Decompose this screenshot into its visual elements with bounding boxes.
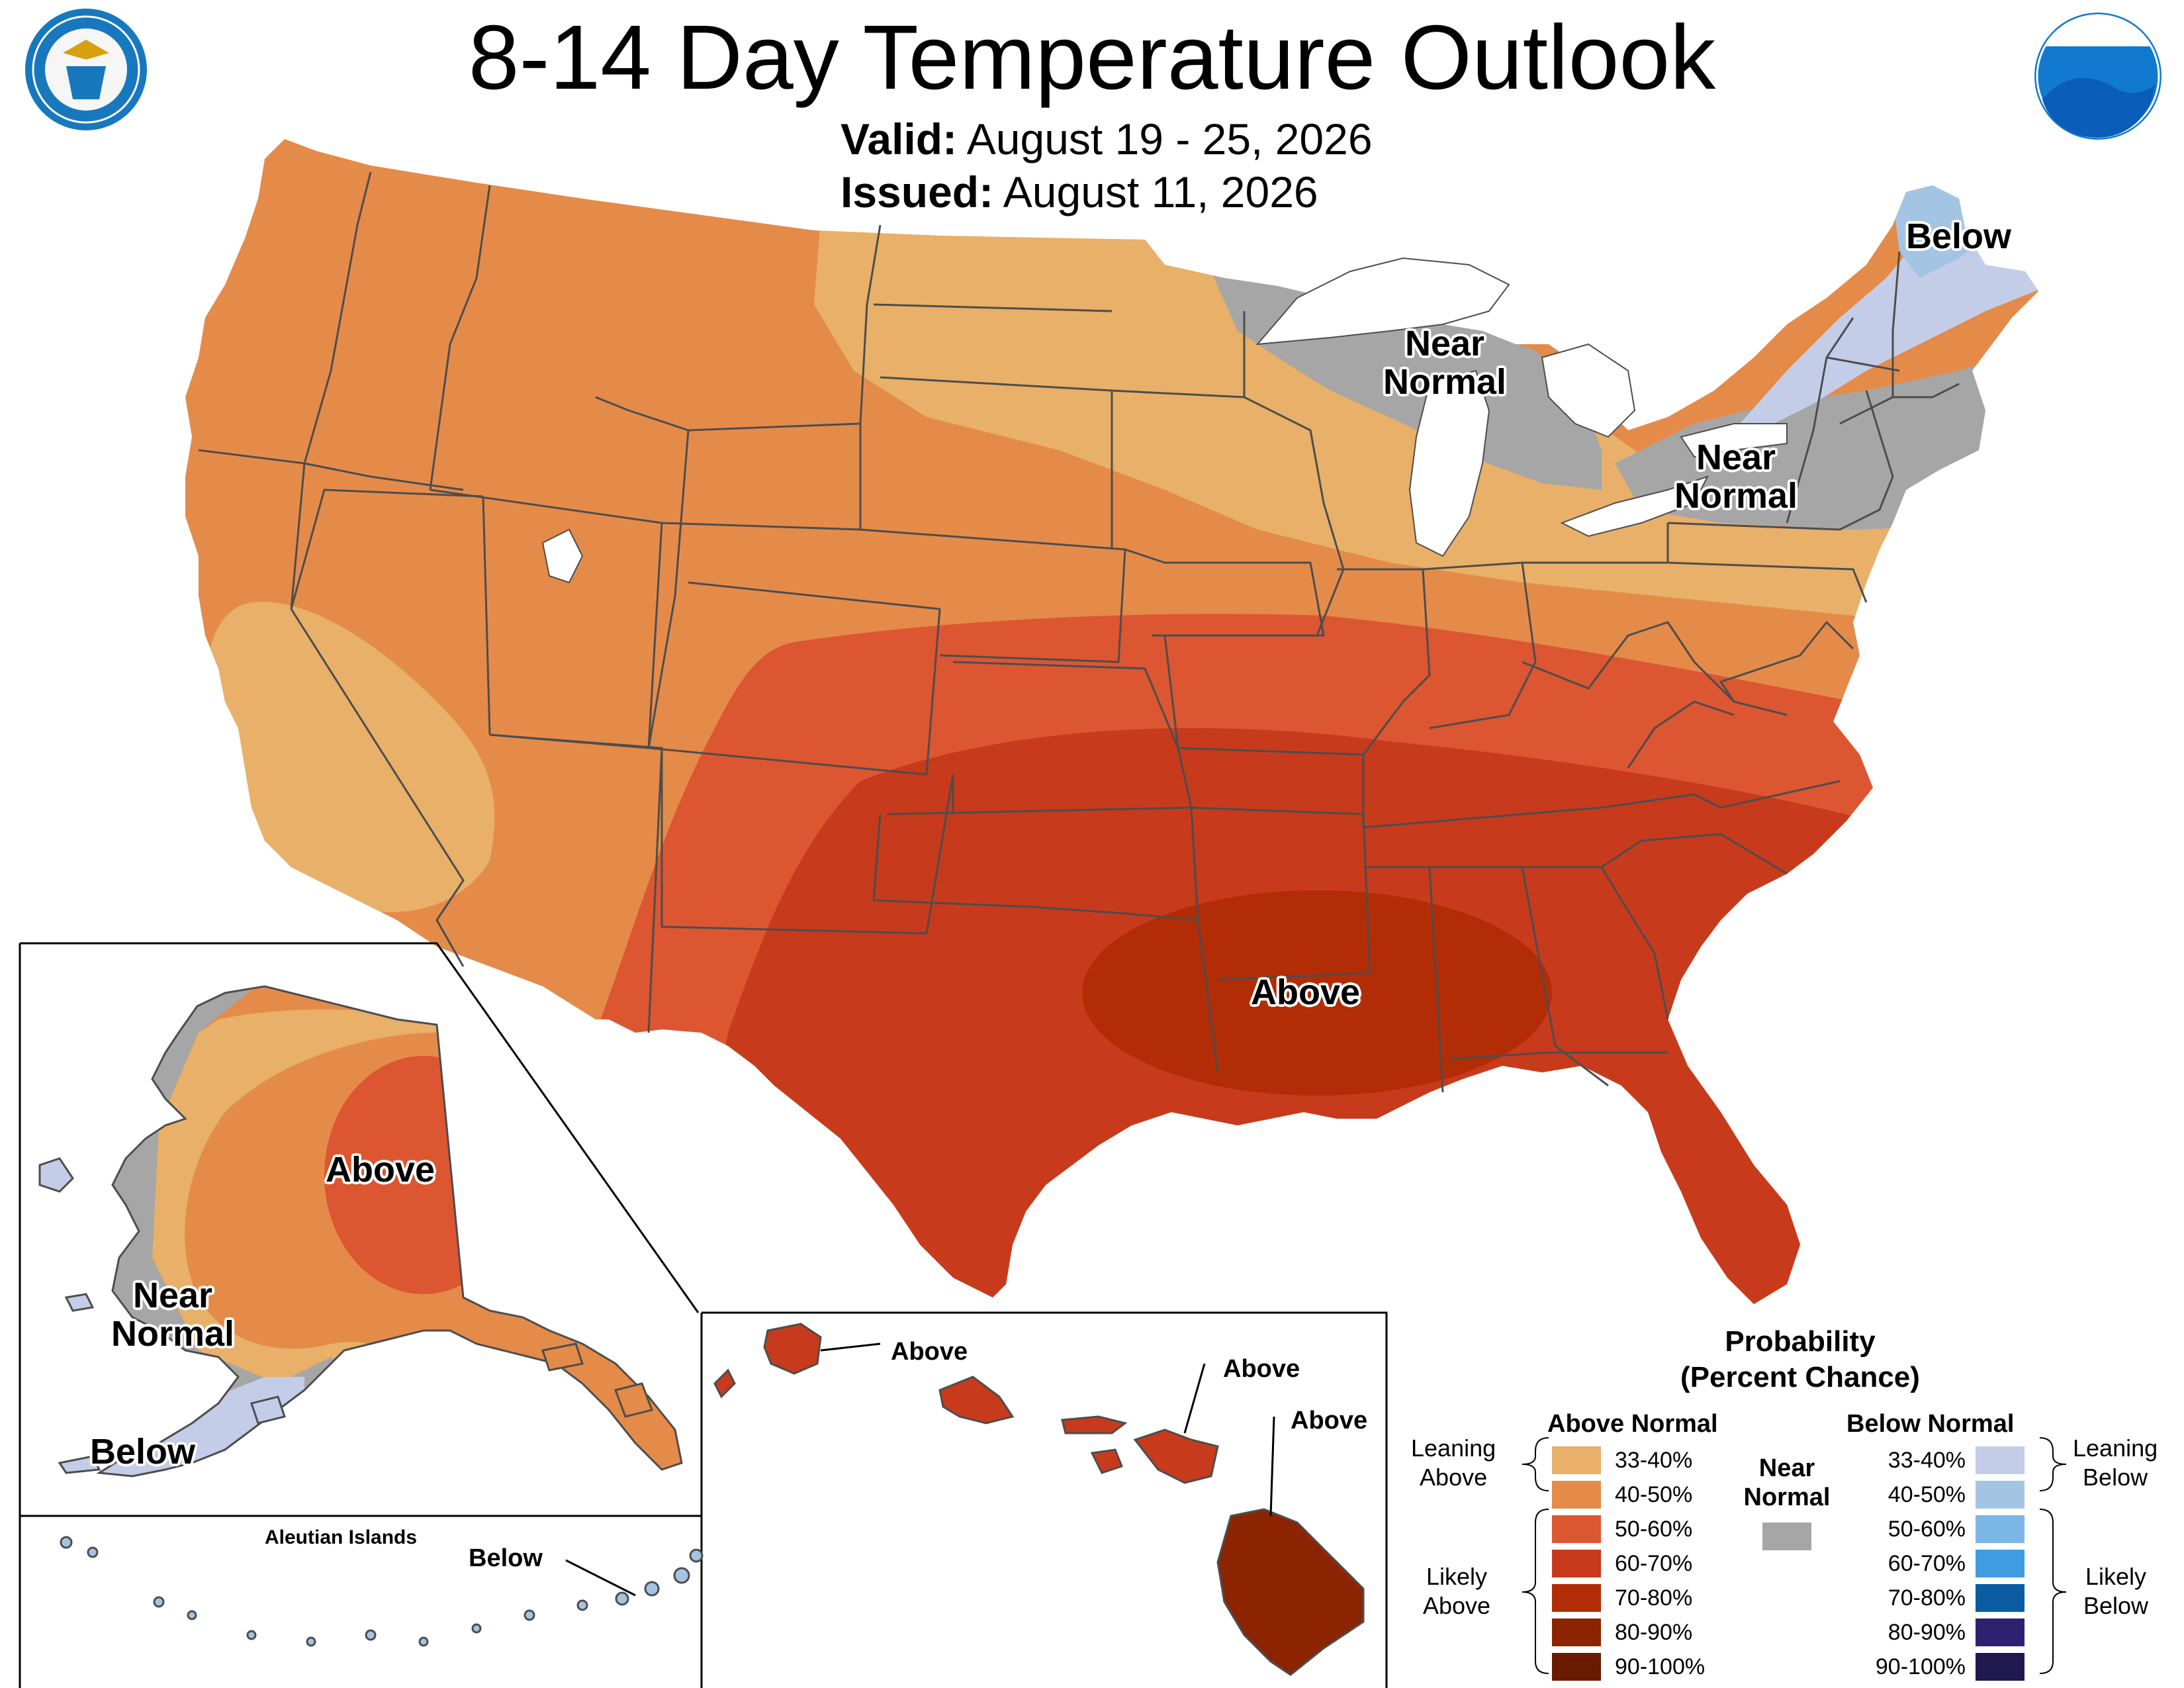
legend-below-range-70-80: 70-80% <box>1888 1585 1966 1611</box>
legend-near-normal-label: Near Normal <box>1743 1454 1831 1511</box>
legend-above-swatch-70-80 <box>1552 1584 1601 1612</box>
legend-brackets <box>1522 1437 2067 1674</box>
legend-leaning-below-label: Leaning Below <box>2073 1434 2158 1491</box>
legend-above-range-70-80: 70-80% <box>1615 1585 1693 1611</box>
department-of-commerce-seal-icon <box>23 6 150 133</box>
legend-above-range-80-90: 80-90% <box>1615 1620 1693 1645</box>
conus-map <box>185 139 2038 1304</box>
legend-above-range-60-70: 60-70% <box>1615 1551 1693 1576</box>
conus-near-normal-great-lakes-label: Near Normal <box>1383 324 1507 402</box>
valid-label: Valid: <box>841 115 958 164</box>
legend-below-swatch-60-70 <box>1976 1550 2025 1577</box>
issued-value: August 11, 2026 <box>1003 167 1318 216</box>
legend-above-range-90-100: 90-100% <box>1615 1654 1706 1679</box>
legend-above-header: Above Normal <box>1547 1410 1718 1438</box>
hawaii-big-island <box>1216 1508 1365 1676</box>
hawaii-oahu-above-label: Above <box>1223 1355 1300 1383</box>
legend-above-range-40-50: 40-50% <box>1615 1482 1693 1507</box>
legend-above-swatch-40-50 <box>1552 1481 1601 1509</box>
legend-below-range-80-90: 80-90% <box>1888 1620 1966 1645</box>
legend-below-swatch-50-60 <box>1976 1515 2025 1543</box>
legend-above-swatch-80-90 <box>1552 1618 1601 1646</box>
legend-above-range-33-40: 33-40% <box>1615 1448 1693 1473</box>
legend-near-normal-swatch <box>1762 1523 1811 1550</box>
legend-below-range-40-50: 40-50% <box>1888 1482 1966 1507</box>
legend-below-swatch-80-90 <box>1976 1618 2025 1646</box>
hawaii-maui-island <box>1133 1429 1219 1484</box>
aleutian-below-label: Below <box>469 1544 543 1572</box>
legend-below-range-50-60: 50-60% <box>1888 1517 1966 1542</box>
legend-title: Probability (Percent Chance) <box>1680 1325 1920 1393</box>
alaska-above-33-40-band <box>152 1009 437 1390</box>
hawaii-oahu-island <box>938 1376 1015 1425</box>
conus-above-33-40-california <box>206 602 495 912</box>
legend-below-swatch-90-100 <box>1976 1653 2025 1681</box>
alaska-below-label: Below <box>90 1432 196 1472</box>
legend-below-header: Below Normal <box>1846 1410 2015 1438</box>
legend-below-range-33-40: 33-40% <box>1888 1448 1966 1473</box>
valid-dates: Valid: August 19 - 25, 2026 <box>841 114 1373 164</box>
aleutian-islands-title: Aleutian Islands <box>265 1526 418 1548</box>
conus-above-label: Above <box>1251 972 1361 1012</box>
hawaii-niihau-island <box>713 1368 736 1399</box>
legend-above-swatch-90-100 <box>1552 1653 1601 1681</box>
hawaii-kauai-above-label: Above <box>891 1338 968 1366</box>
legend-above-swatch-60-70 <box>1552 1550 1601 1577</box>
aleutian-island-chain <box>60 1536 704 1647</box>
noaa-logo-icon: NOAA <box>2034 13 2161 140</box>
conus-below-label: Below <box>1906 216 2012 256</box>
alaska-above-label: Above <box>326 1150 435 1190</box>
great-lakes-water <box>541 257 1788 584</box>
conus-near-normal-northeast-label: Near Normal <box>1674 438 1798 516</box>
legend-leaning-above-label: Leaning Above <box>1411 1434 1496 1491</box>
legend-above-swatch-50-60 <box>1552 1515 1601 1543</box>
hawaii-lanai-island <box>1090 1448 1123 1474</box>
valid-value: August 19 - 25, 2026 <box>966 115 1373 164</box>
issued-label: Issued: <box>841 167 994 216</box>
legend-below-swatch-70-80 <box>1976 1584 2025 1612</box>
hawaii-inset <box>702 1311 1388 1688</box>
legend-above-range-50-60: 50-60% <box>1615 1517 1693 1542</box>
legend-likely-below-label: Likely Below <box>2083 1563 2149 1619</box>
legend-below-range-60-70: 60-70% <box>1888 1551 1966 1576</box>
map-title: 8-14 Day Temperature Outlook <box>468 7 1716 109</box>
issued-date: Issued: August 11, 2026 <box>841 167 1318 217</box>
state-boundaries <box>198 171 1960 1093</box>
svg-text:NOAA: NOAA <box>2065 45 2131 70</box>
alaska-near-normal-label: Near Normal <box>111 1276 235 1354</box>
legend-likely-above-label: Likely Above <box>1423 1563 1491 1619</box>
hawaii-molokai-island <box>1061 1415 1128 1434</box>
legend-below-swatch-33-40 <box>1976 1446 2025 1474</box>
legend-below-swatch-40-50 <box>1976 1481 2025 1509</box>
hawaii-kauai-island <box>763 1323 822 1375</box>
legend-above-swatch-33-40 <box>1552 1446 1601 1474</box>
hawaii-maui-above-label: Above <box>1291 1407 1368 1434</box>
legend-below-range-90-100: 90-100% <box>1875 1654 1966 1679</box>
alaska-islands <box>38 1157 653 1474</box>
